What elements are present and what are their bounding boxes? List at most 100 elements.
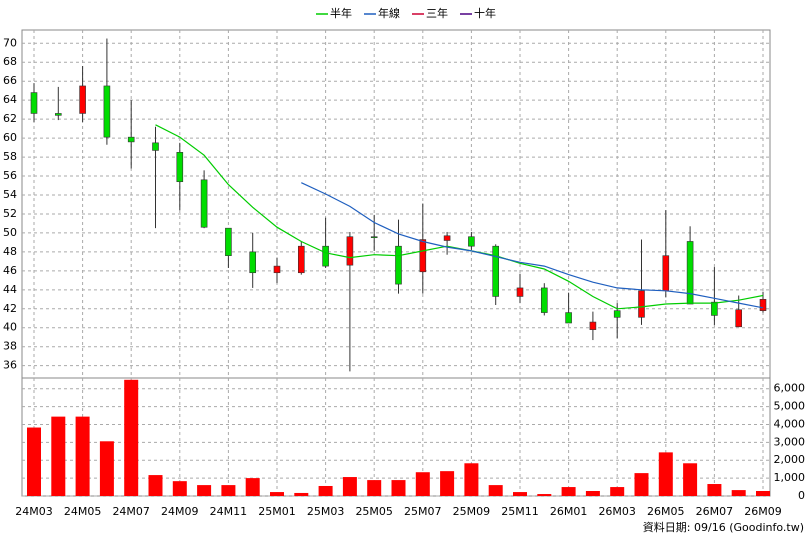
x-tick-label: 26M07 bbox=[696, 505, 734, 518]
candle-body bbox=[152, 142, 159, 151]
candle-body bbox=[395, 245, 402, 285]
volume-bar bbox=[172, 481, 187, 496]
x-tick-label: 26M05 bbox=[647, 505, 685, 518]
candle-body bbox=[565, 312, 572, 324]
y2-tick-label: 4,000 bbox=[774, 417, 806, 430]
y2-tick-label: 6,000 bbox=[774, 382, 806, 395]
x-tick-label: 24M05 bbox=[64, 505, 102, 518]
y-tick-label: 36 bbox=[3, 359, 17, 372]
volume-bar bbox=[318, 485, 333, 496]
x-tick-label: 25M03 bbox=[307, 505, 345, 518]
y2-tick-label: 5,000 bbox=[774, 400, 806, 413]
candle-body bbox=[468, 236, 475, 247]
y-tick-label: 54 bbox=[3, 188, 17, 201]
y-tick-label: 64 bbox=[3, 93, 17, 106]
legend-label: 半年 bbox=[330, 6, 352, 20]
candle-body bbox=[103, 85, 111, 138]
x-tick-label: 26M09 bbox=[744, 505, 782, 518]
y-tick-label: 42 bbox=[3, 302, 17, 315]
y-tick-label: 62 bbox=[3, 112, 17, 125]
candle-body bbox=[443, 235, 451, 241]
x-tick-label: 25M09 bbox=[453, 505, 491, 518]
legend-label: 年線 bbox=[378, 6, 400, 20]
volume-bar bbox=[488, 485, 503, 496]
volume-bar bbox=[561, 487, 576, 496]
x-tick-label: 25M05 bbox=[355, 505, 393, 518]
x-tick-label: 26M03 bbox=[598, 505, 636, 518]
volume-bar bbox=[634, 473, 649, 496]
y-tick-label: 50 bbox=[3, 226, 17, 239]
y-tick-label: 56 bbox=[3, 169, 17, 182]
volume-bar bbox=[658, 452, 673, 496]
volume-bar bbox=[221, 485, 236, 496]
volume-bar bbox=[707, 484, 722, 496]
volume-bar bbox=[124, 379, 139, 496]
x-tick-label: 24M11 bbox=[210, 505, 248, 518]
volume-bar bbox=[585, 490, 600, 496]
y-tick-label: 68 bbox=[3, 55, 17, 68]
x-tick-label: 25M07 bbox=[404, 505, 442, 518]
candle-body bbox=[30, 92, 38, 114]
x-tick-label: 24M09 bbox=[161, 505, 199, 518]
volume-bar bbox=[27, 427, 41, 496]
volume-bar bbox=[610, 487, 625, 496]
candle-body bbox=[249, 251, 256, 274]
y-tick-label: 38 bbox=[3, 340, 17, 353]
candle-body bbox=[759, 298, 767, 311]
y2-tick-label: 3,000 bbox=[774, 435, 806, 448]
footnote: 資料日期: 09/16 (Goodinfo.tw) bbox=[643, 520, 804, 534]
volume-bar bbox=[440, 471, 455, 496]
x-tick-label: 25M11 bbox=[501, 505, 539, 518]
candle-body bbox=[662, 255, 670, 292]
y2-tick-label: 2,000 bbox=[774, 453, 806, 466]
y-tick-label: 60 bbox=[3, 131, 17, 144]
volume-bar bbox=[197, 485, 212, 496]
y-tick-label: 46 bbox=[3, 264, 17, 277]
legend-label: 十年 bbox=[474, 6, 496, 20]
y-tick-label: 52 bbox=[3, 207, 17, 220]
volume-bar bbox=[294, 492, 309, 496]
candle-body bbox=[686, 241, 694, 305]
volume-bar bbox=[756, 490, 770, 496]
volume-bar bbox=[391, 480, 406, 496]
y-tick-label: 70 bbox=[3, 36, 17, 49]
volume-bar bbox=[75, 416, 90, 496]
candle-body bbox=[273, 265, 281, 274]
candle-body bbox=[711, 301, 718, 316]
legend-label: 三年 bbox=[426, 6, 448, 20]
x-tick-label: 24M07 bbox=[112, 505, 150, 518]
candle-body bbox=[176, 152, 184, 183]
volume-bar bbox=[731, 490, 746, 496]
candle-body bbox=[516, 287, 524, 297]
y-tick-label: 40 bbox=[3, 321, 17, 334]
volume-bar bbox=[342, 477, 357, 496]
candle-body bbox=[540, 287, 548, 313]
y2-tick-label: 1,000 bbox=[774, 471, 806, 484]
candle-body bbox=[735, 309, 743, 328]
candle-body bbox=[492, 245, 500, 297]
volume-bar bbox=[464, 463, 479, 496]
candle-body bbox=[589, 321, 597, 330]
volume-bar bbox=[513, 492, 527, 496]
candle-body bbox=[638, 290, 645, 318]
y-tick-label: 58 bbox=[3, 150, 17, 163]
ma-line bbox=[301, 182, 764, 309]
candle-body bbox=[370, 236, 378, 239]
candle-body bbox=[297, 245, 305, 274]
y-tick-label: 48 bbox=[3, 245, 17, 258]
candle-body bbox=[419, 239, 427, 273]
candle-body bbox=[225, 227, 232, 256]
volume-bar bbox=[367, 480, 382, 496]
y-tick-label: 44 bbox=[3, 283, 17, 296]
volume-bar bbox=[270, 492, 284, 496]
candle-body bbox=[79, 85, 86, 114]
volume-bar bbox=[415, 472, 430, 496]
volume-bar bbox=[51, 416, 66, 496]
volume-bar bbox=[99, 441, 114, 496]
y-tick-label: 66 bbox=[3, 74, 17, 87]
volume-bar bbox=[148, 475, 163, 496]
volume-bar bbox=[245, 478, 260, 496]
candle-body bbox=[322, 245, 329, 267]
candle-body bbox=[346, 236, 354, 266]
x-tick-label: 26M01 bbox=[550, 505, 588, 518]
